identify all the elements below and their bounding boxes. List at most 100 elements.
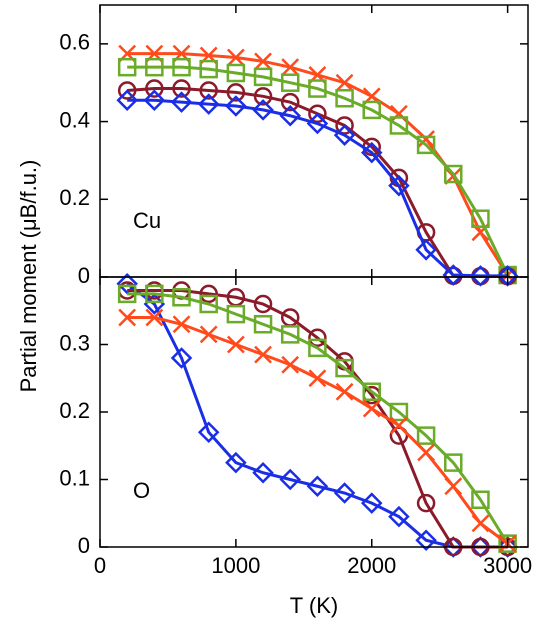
marker [306, 112, 329, 135]
series-line [127, 292, 509, 545]
marker [333, 482, 356, 504]
marker [170, 91, 193, 113]
marker [143, 89, 166, 111]
marker [442, 264, 465, 286]
marker [197, 421, 220, 444]
marker [498, 534, 517, 553]
marker [360, 492, 383, 514]
marker [362, 100, 381, 120]
marker [416, 135, 436, 155]
x-tick-label: 2000 [347, 553, 396, 578]
marker [308, 79, 327, 98]
marker [308, 104, 327, 124]
marker [388, 174, 410, 197]
marker [280, 92, 300, 112]
marker [471, 514, 490, 533]
marker [471, 490, 490, 509]
marker [170, 347, 193, 369]
series-line [126, 282, 508, 549]
marker [281, 58, 300, 77]
series-line [127, 65, 509, 276]
marker [335, 73, 354, 92]
marker [335, 382, 354, 401]
marker [335, 116, 354, 135]
marker [226, 304, 246, 324]
marker [281, 355, 300, 374]
marker [118, 308, 137, 327]
marker [415, 239, 437, 261]
marker [360, 141, 383, 164]
marker [389, 426, 409, 445]
y-tick-label: 0.3 [59, 330, 90, 355]
marker [389, 116, 409, 135]
marker [145, 308, 164, 327]
marker [226, 63, 246, 83]
marker [388, 505, 410, 528]
marker [308, 328, 327, 347]
marker [362, 382, 381, 401]
y-tick-label: 0 [78, 263, 90, 288]
marker [172, 57, 191, 77]
marker [280, 73, 300, 92]
marker [117, 57, 137, 77]
marker [145, 57, 164, 77]
marker [279, 104, 301, 127]
x-tick-label: 3000 [483, 553, 532, 578]
series-line [127, 98, 508, 278]
marker [335, 358, 354, 378]
marker [417, 130, 435, 148]
marker [444, 164, 463, 184]
marker [199, 294, 218, 314]
marker [252, 99, 274, 121]
marker [444, 477, 463, 496]
marker [333, 124, 356, 146]
marker [199, 59, 218, 79]
y-tick-label: 0 [78, 533, 90, 558]
marker [145, 284, 164, 304]
marker [225, 95, 247, 117]
marker [226, 83, 246, 102]
marker [279, 468, 301, 491]
marker [308, 338, 327, 358]
x-tick-label: 1000 [211, 553, 260, 578]
marker [469, 265, 492, 287]
marker [252, 461, 274, 484]
marker [172, 315, 191, 334]
y-tick-label: 0.2 [59, 398, 90, 423]
marker [145, 79, 164, 98]
marker [225, 451, 247, 474]
marker [362, 399, 381, 418]
marker [226, 335, 245, 354]
marker [417, 443, 435, 462]
plot-frame [99, 276, 529, 548]
annotation: O [133, 478, 150, 503]
marker [199, 325, 218, 344]
x-tick-label: 0 [94, 553, 106, 578]
x-axis-label: T (K) [290, 593, 338, 618]
y-tick-label: 0.6 [59, 30, 90, 55]
marker [415, 529, 437, 552]
marker [254, 52, 272, 71]
marker [416, 493, 436, 513]
marker [253, 87, 273, 106]
marker [226, 48, 245, 67]
marker [254, 345, 272, 364]
marker [197, 93, 220, 115]
marker [306, 475, 329, 498]
marker [253, 67, 273, 87]
marker [172, 79, 191, 98]
y-tick-label: 0.1 [59, 465, 90, 490]
marker [172, 288, 191, 307]
marker [199, 81, 218, 100]
marker [389, 402, 409, 422]
marker [335, 89, 354, 108]
marker [253, 294, 273, 314]
annotation: Cu [133, 208, 161, 233]
marker [390, 416, 408, 435]
marker [416, 426, 436, 445]
y-tick-label: 0.2 [59, 185, 90, 210]
marker [308, 369, 327, 388]
marker [280, 325, 300, 344]
marker [199, 284, 218, 304]
marker [253, 315, 273, 334]
